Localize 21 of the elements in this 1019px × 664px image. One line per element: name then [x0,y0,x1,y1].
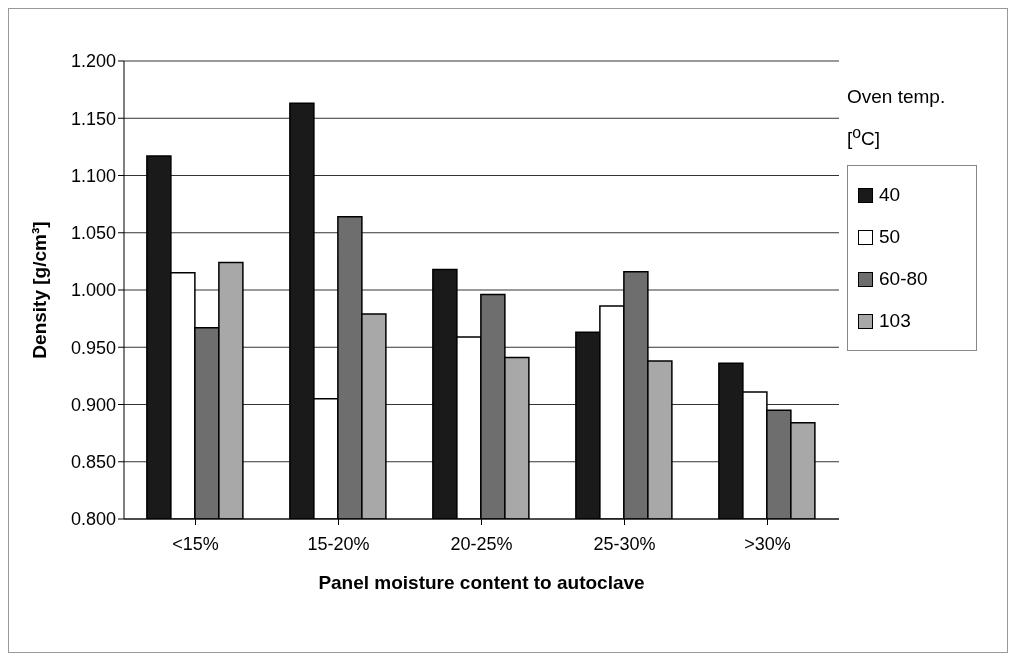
legend-label: 40 [879,184,901,207]
x-tick-label: 20-25% [450,533,513,554]
legend-title: Oven temp. [$^{o}$C] [847,86,946,150]
y-tick-label: 1.150 [70,108,116,129]
y-tick-label: 0.850 [70,452,116,473]
x-tick-label: 15-20% [307,533,370,554]
y-tick-label: 1.100 [70,165,116,186]
y-tick-label: 1.050 [70,223,116,244]
x-tick-label: 25-30% [593,533,656,554]
x-tick-label: <15% [172,533,219,554]
y-tick-label: 0.900 [70,394,116,415]
y-tick-label: 1.000 [70,280,116,301]
legend-label: 50 [879,226,901,249]
x-tick-label: >30% [744,533,791,554]
y-tick-label: 1.200 [70,51,116,72]
y-tick-label: 0.800 [70,509,116,530]
x-axis-title: Panel moisture content to autoclave [318,572,645,593]
legend-label: 103 [879,310,911,333]
legend-label: 60-80 [879,268,928,291]
y-tick-label: 0.950 [70,337,116,358]
y-axis-title: Density [g/cm³] [28,221,50,359]
